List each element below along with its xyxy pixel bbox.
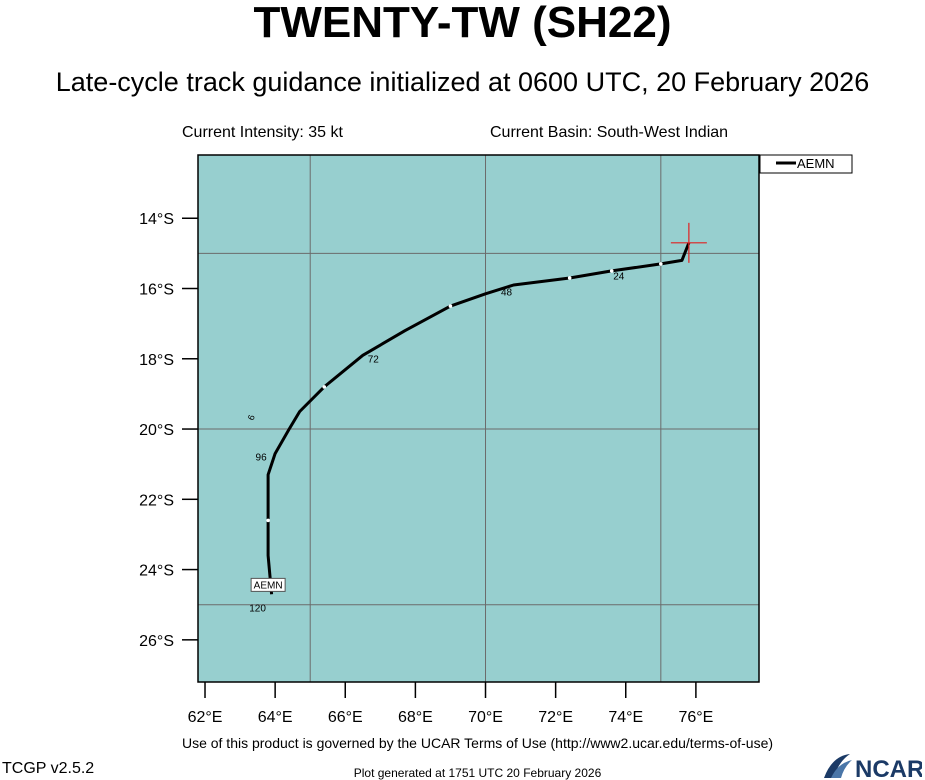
ncar-logo-swoosh bbox=[824, 754, 850, 778]
stray-hour-label: 6 bbox=[246, 413, 257, 421]
x-tick-label: 62°E bbox=[188, 709, 223, 726]
terms-of-use-text: Use of this product is governed by the U… bbox=[181, 735, 774, 751]
forecast-hour-label: 24 bbox=[613, 272, 625, 283]
track-time-tick bbox=[266, 518, 270, 523]
track-end-label: AEMN bbox=[254, 580, 283, 591]
page-title: TWENTY-TW (SH22) bbox=[253, 0, 672, 47]
track-time-tick bbox=[322, 385, 327, 389]
y-tick-label: 26°S bbox=[139, 633, 174, 650]
track-end-label-box bbox=[250, 577, 286, 592]
ocean-background bbox=[198, 155, 759, 682]
generated-timestamp: Plot generated at 1751 UTC 20 February 2… bbox=[353, 766, 602, 780]
x-tick-label: 70°E bbox=[468, 709, 503, 726]
ncar-logo: NCAR bbox=[824, 754, 922, 780]
forecast-hour-label: 48 bbox=[501, 288, 513, 299]
x-tick-label: 66°E bbox=[328, 709, 363, 726]
ncar-logo-swoosh-inner bbox=[831, 760, 852, 778]
current-basin-label: Current Basin: South-West Indian bbox=[490, 124, 729, 141]
x-tick-label: 74°E bbox=[608, 709, 643, 726]
page-subtitle: Late-cycle track guidance initialized at… bbox=[55, 67, 870, 97]
y-tick-label: 20°S bbox=[139, 422, 174, 439]
track-time-tick bbox=[448, 304, 453, 308]
forecast-hour-label: 72 bbox=[368, 354, 380, 365]
current-intensity-label: Current Intensity: 35 kt bbox=[182, 124, 343, 141]
y-tick-label: 22°S bbox=[139, 492, 174, 509]
x-tick-label: 64°E bbox=[258, 709, 293, 726]
forecast-hour-label: 96 bbox=[256, 453, 268, 464]
x-tick-label: 76°E bbox=[678, 709, 713, 726]
plot-frame bbox=[197, 154, 760, 683]
ncar-logo-text: NCAR bbox=[855, 756, 922, 780]
x-tick-label: 68°E bbox=[398, 709, 433, 726]
y-tick-label: 18°S bbox=[139, 352, 174, 369]
track-time-tick bbox=[609, 269, 614, 273]
y-tick-label: 16°S bbox=[139, 282, 174, 299]
y-tick-label: 14°S bbox=[139, 211, 174, 228]
x-tick-label: 72°E bbox=[538, 709, 573, 726]
track-time-tick bbox=[659, 262, 663, 266]
forecast-hour-label: 120 bbox=[249, 604, 266, 615]
y-tick-label: 24°S bbox=[139, 563, 174, 580]
legend-label-aemn: AEMN bbox=[797, 156, 835, 171]
version-label: TCGP v2.5.2 bbox=[2, 760, 95, 777]
legend-box bbox=[759, 154, 853, 174]
track-time-tick bbox=[567, 276, 572, 280]
